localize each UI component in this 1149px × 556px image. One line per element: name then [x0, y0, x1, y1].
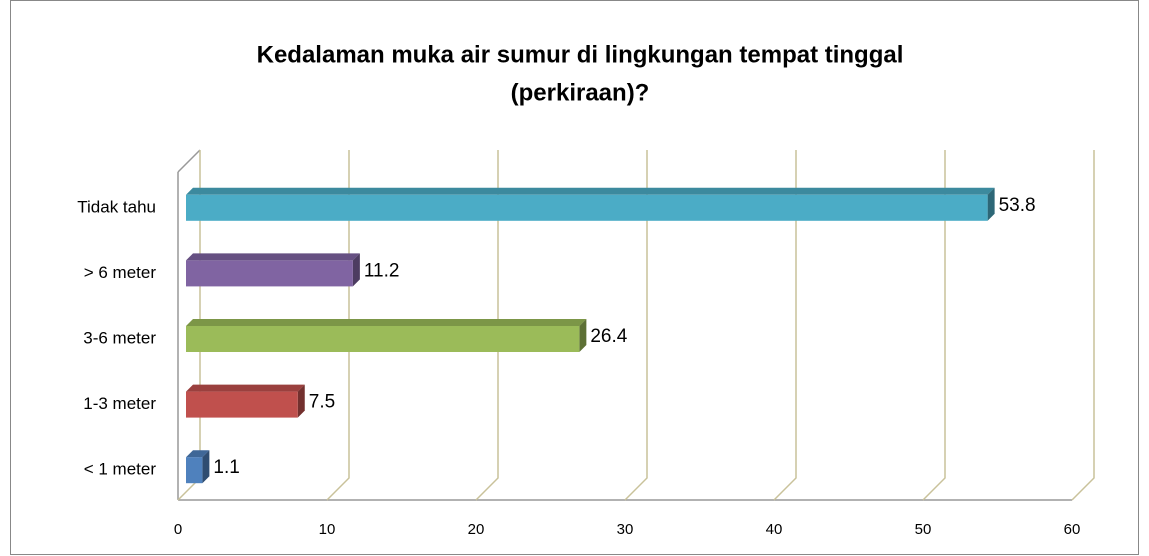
y-tick-label: 3-6 meter [83, 328, 156, 347]
x-tick-label: 30 [617, 521, 634, 538]
bar-side [297, 384, 305, 418]
grid-line [624, 150, 648, 501]
x-tick-label: 10 [319, 521, 336, 538]
x-tick-label: 50 [915, 521, 932, 538]
y-tick-label: < 1 meter [84, 460, 157, 479]
data-label: 26.4 [590, 326, 627, 347]
y-tick-label: Tidak tahu [77, 197, 156, 216]
bar [186, 457, 203, 484]
grid-line [922, 150, 946, 501]
bar-side [579, 319, 587, 352]
bar [186, 326, 580, 352]
bar-top [186, 187, 995, 195]
bar-top [186, 384, 305, 392]
x-tick-label: 60 [1064, 521, 1081, 538]
bar [186, 260, 353, 287]
y-tick-label: > 6 meter [84, 263, 157, 282]
bar [186, 391, 298, 418]
data-label: 11.2 [364, 260, 400, 281]
chart-title: Kedalaman muka air sumur di lingkungan t… [257, 41, 904, 68]
x-tick-label: 0 [174, 521, 182, 538]
axis-line [177, 149, 201, 173]
bar-side [987, 187, 995, 221]
bar [186, 194, 988, 221]
grid-line [1071, 150, 1095, 501]
bar-top [186, 319, 587, 326]
y-tick-label: 1-3 meter [83, 394, 156, 413]
data-label: 7.5 [309, 392, 335, 413]
x-tick-label: 40 [766, 521, 783, 538]
grid-line [773, 150, 797, 501]
data-label: 1.1 [213, 457, 239, 478]
bar-top [186, 253, 360, 261]
data-label: 53.8 [999, 195, 1036, 216]
x-tick-label: 20 [468, 521, 485, 538]
bar-top [186, 450, 210, 458]
grid-line [475, 150, 499, 501]
bar-side [202, 450, 210, 484]
chart-title: (perkiraan)? [511, 79, 650, 106]
bar-side [352, 253, 360, 287]
